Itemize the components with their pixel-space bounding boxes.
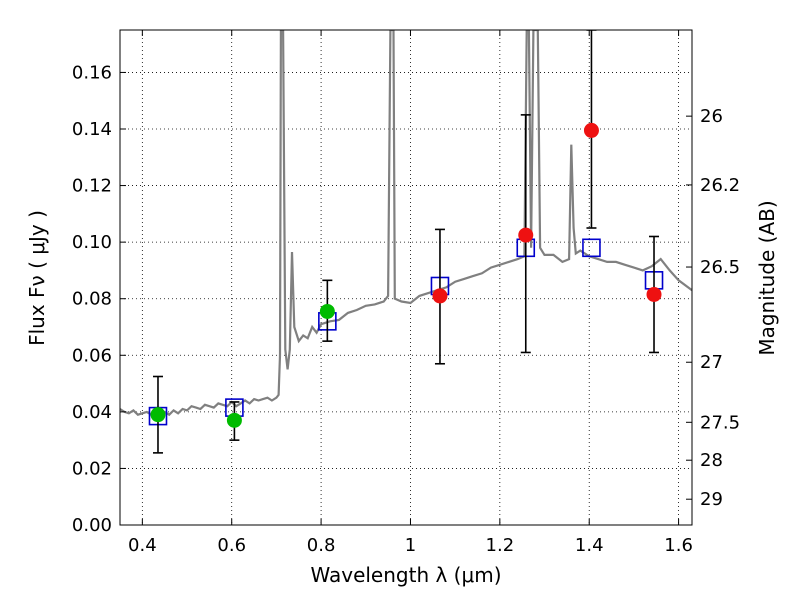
x-tick-label: 0.6 [217,535,246,556]
y-tick-label: 0.08 [72,289,112,310]
y-tick-label: 0.16 [72,62,112,83]
x-tick-label: 0.8 [307,535,336,556]
y-tick-label: 0.04 [72,402,112,423]
plot-frame [119,29,693,526]
nir-photometry-point [518,227,534,243]
spectrum-line [120,30,692,417]
nir-photometry-point [646,286,662,302]
nir-photometry-point [432,288,448,304]
magnitude-axis-label: Magnitude (AB) [755,200,779,355]
x-axis-label: Wavelength λ (μm) [310,563,501,587]
y-tick-label: 0.06 [72,345,112,366]
optical-photometry-point [319,303,335,319]
x-tick-label: 0.4 [128,535,157,556]
model-point [582,238,601,258]
magnitude-tick-label: 27 [700,352,723,373]
x-tick-label: 1.2 [486,535,515,556]
x-axis-ticks: 0.4 0.6 0.8 1 1.2 1.4 1.6 [128,30,693,556]
nir-photometry-point [583,122,599,138]
y-tick-label: 0.10 [72,232,112,253]
model-points [148,238,664,426]
magnitude-tick-label: 26.2 [700,175,740,196]
grid-lines [120,30,692,526]
photometry-points [150,122,662,428]
magnitude-tick-label: 28 [700,450,723,471]
y-axis-ticks: 0.00 0.02 0.04 0.06 0.08 0.10 0.12 0.14 0.16 [72,62,126,536]
y-axis-label: Flux Fν ( μJy ) [25,210,49,346]
y-tick-label: 0.00 [72,515,112,536]
optical-photometry-point [226,412,242,428]
y-tick-label: 0.12 [72,176,112,197]
magnitude-tick-label: 26.5 [700,257,740,278]
optical-photometry-point [150,407,166,423]
x-tick-label: 1 [405,535,416,556]
magnitude-tick-label: 29 [700,489,723,510]
magnitude-tick-label: 26 [700,106,723,127]
x-tick-label: 1.4 [575,535,604,556]
y-tick-label: 0.14 [72,119,112,140]
y-tick-label: 0.02 [72,458,112,479]
x-tick-label: 1.6 [664,535,693,556]
magnitude-axis-ticks: 26 26.2 26.5 27 27.5 28 29 [686,106,740,510]
magnitude-tick-label: 27.5 [700,412,740,433]
